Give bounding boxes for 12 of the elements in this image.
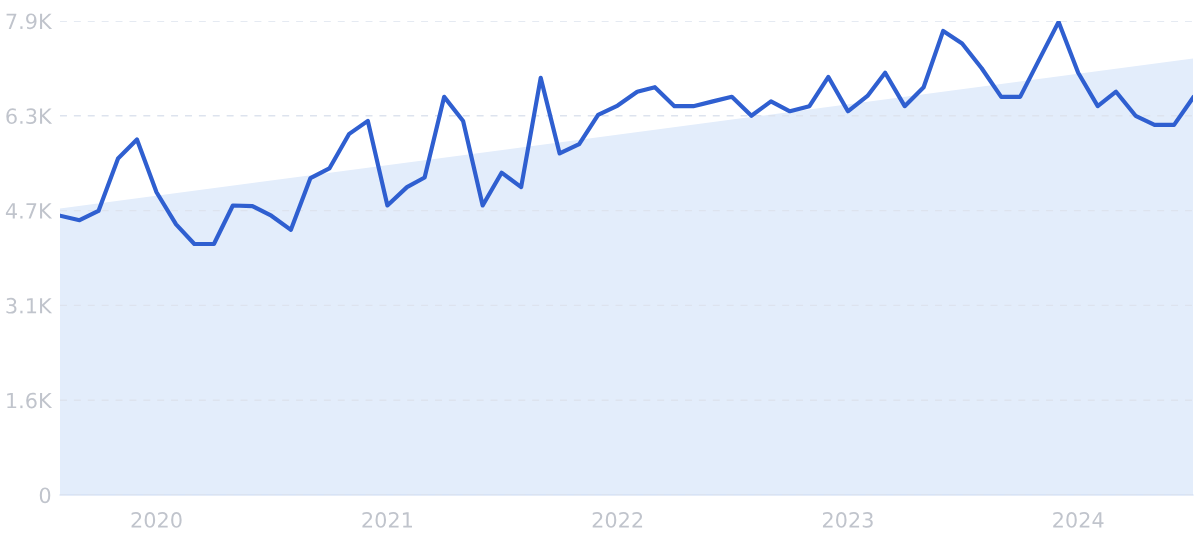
y-tick-label: 6.3K: [6, 108, 53, 125]
y-tick-label: 3.1K: [6, 297, 53, 314]
x-tick-label: 2020: [131, 512, 182, 528]
x-tick-label: 2024: [1053, 512, 1104, 528]
y-tick-label: 4.7K: [5, 203, 53, 219]
y-tick-label: 0: [39, 487, 51, 504]
x-tick-label: 2021: [362, 512, 412, 528]
y-tick-label: 1.6K: [7, 392, 53, 409]
x-tick-label: 2022: [592, 512, 643, 528]
y-tick-label: 7.9K: [6, 13, 53, 30]
line-series: [60, 21, 1193, 247]
x-tick-label: 2023: [822, 512, 873, 528]
